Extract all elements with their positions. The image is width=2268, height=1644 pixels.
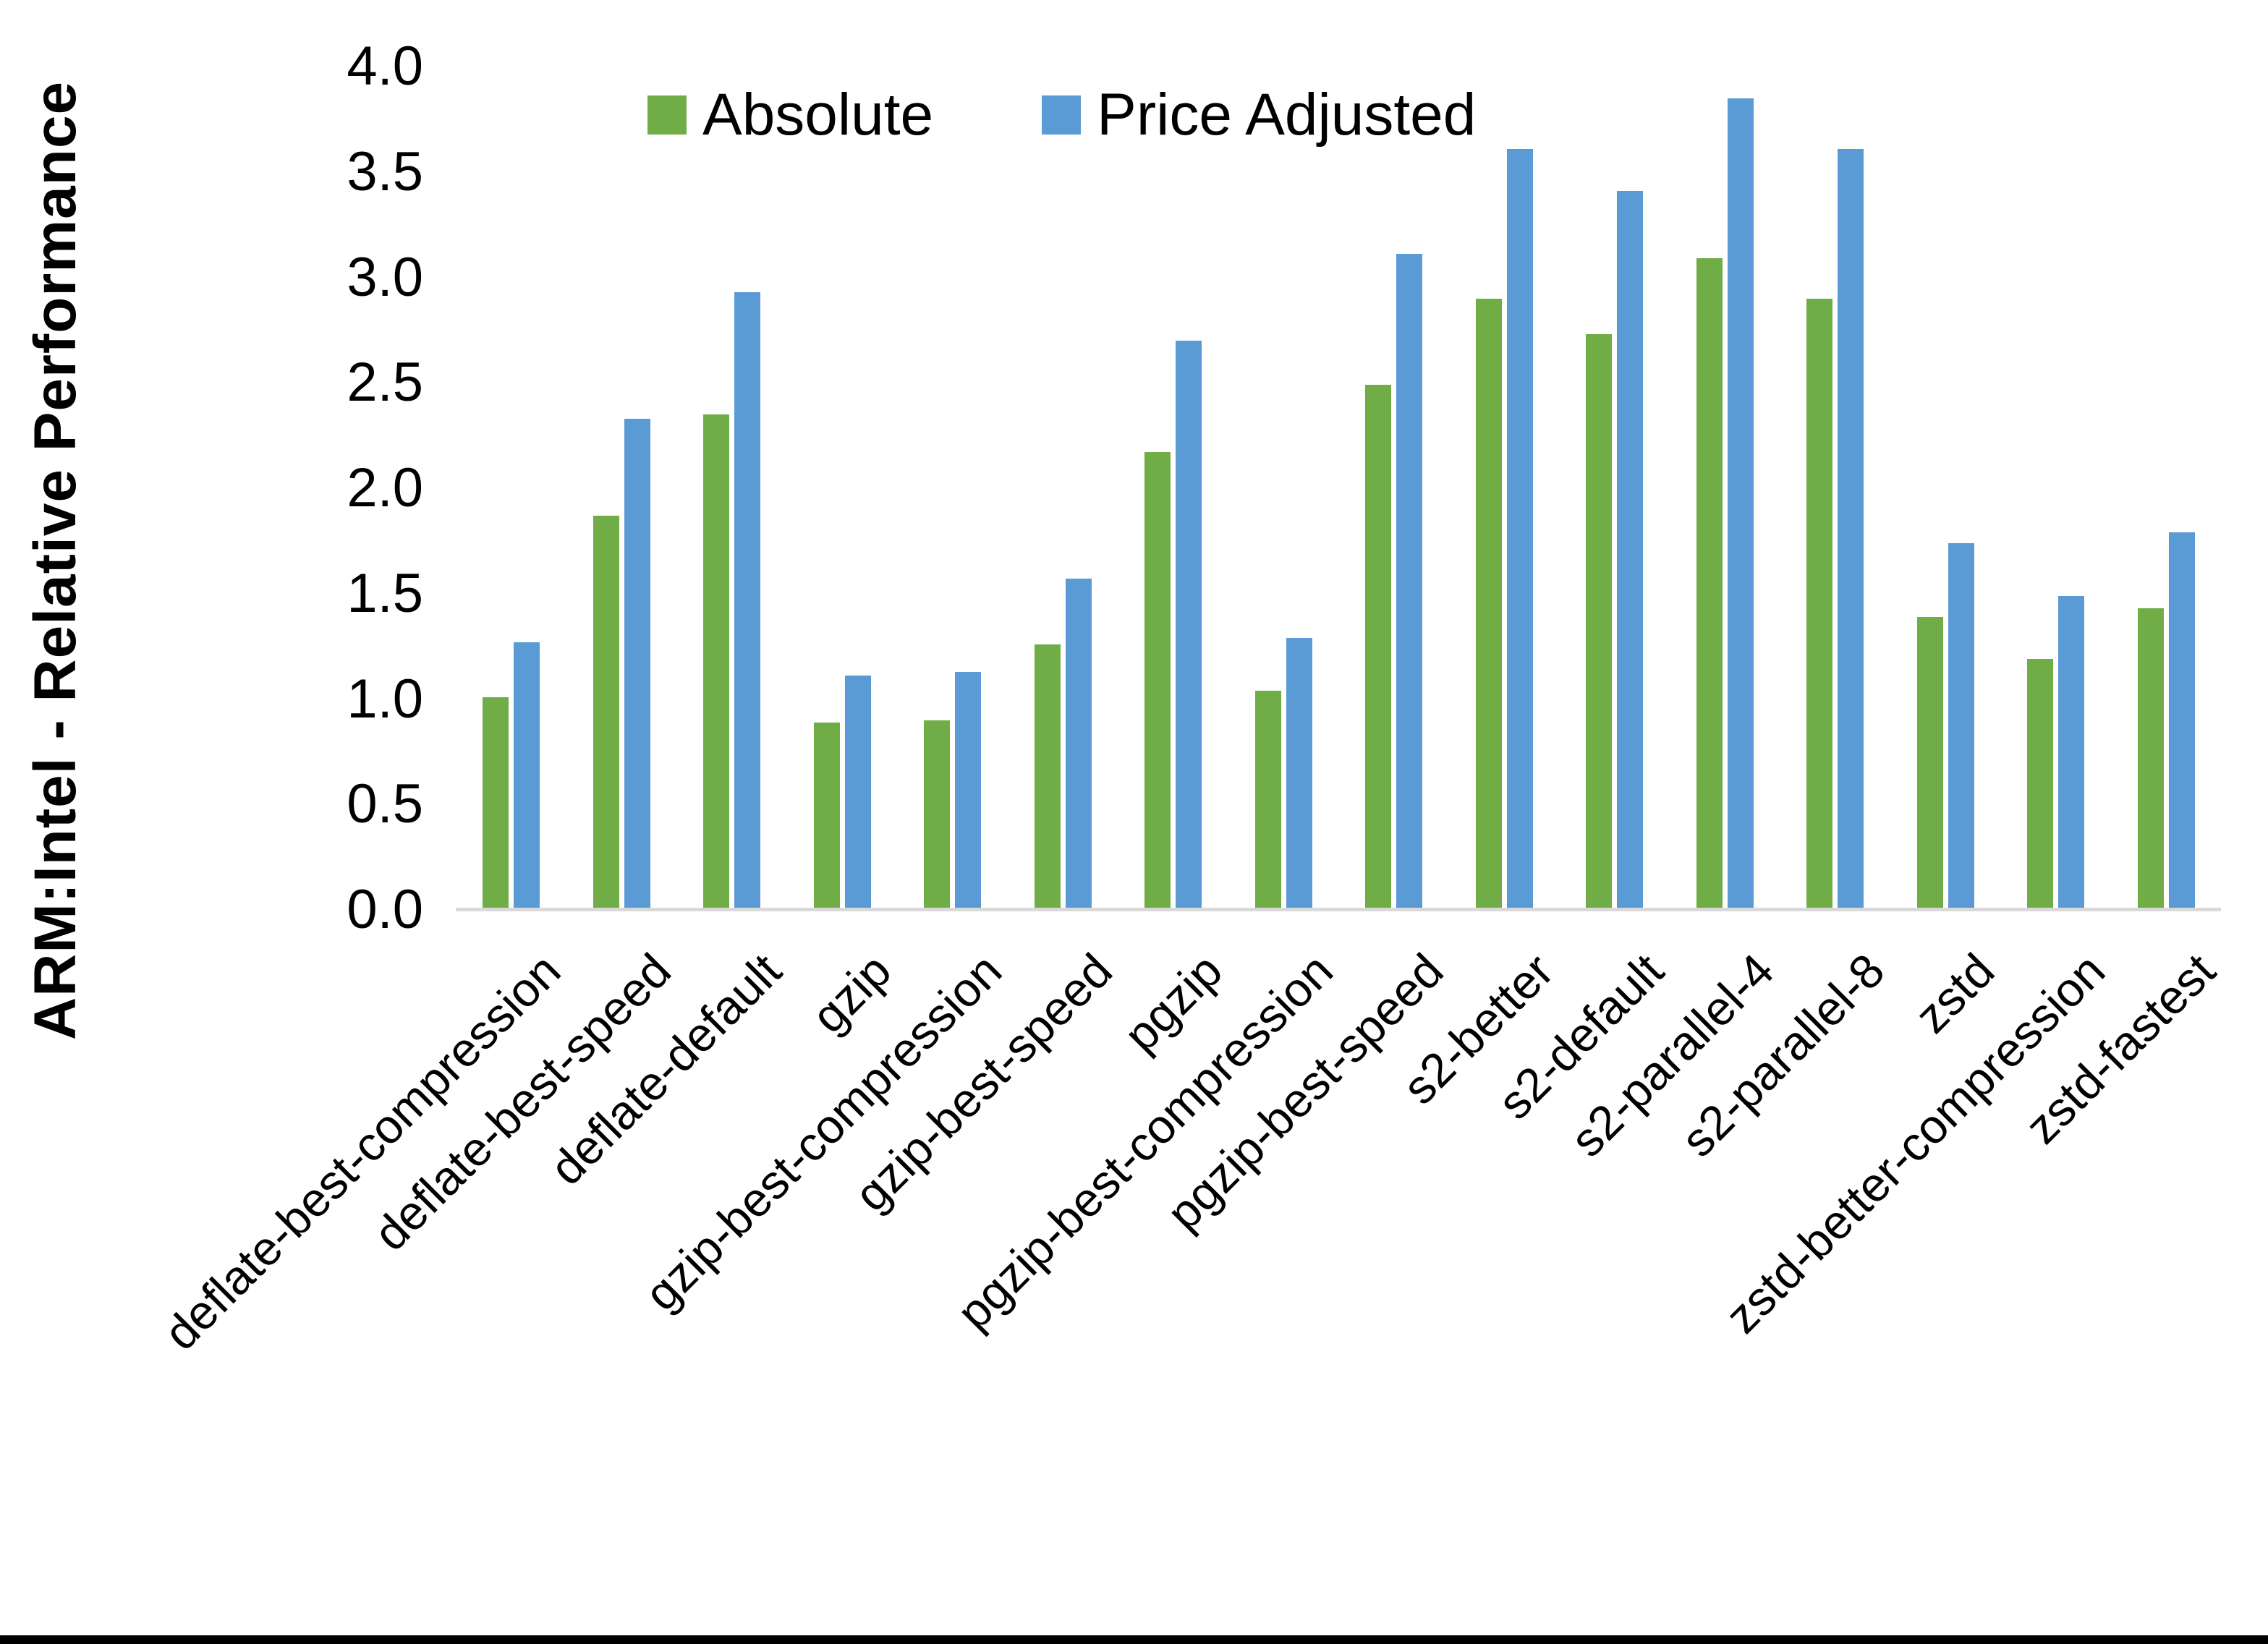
y-axis-tick-label: 4.0 bbox=[347, 35, 423, 97]
legend-swatch-price-adjusted-icon bbox=[1042, 95, 1082, 135]
bar-absolute bbox=[1254, 690, 1281, 910]
bar-price-adjusted bbox=[2168, 532, 2195, 910]
y-axis-title: ARM:Intel - Relative Performance bbox=[22, 80, 88, 1041]
bar-price-adjusted bbox=[734, 291, 760, 910]
bar-absolute bbox=[593, 515, 619, 910]
bar-price-adjusted bbox=[2058, 595, 2084, 910]
legend: Absolute Price Adjusted bbox=[647, 81, 1476, 149]
legend-item-absolute: Absolute bbox=[647, 81, 933, 149]
bar-absolute bbox=[483, 697, 509, 910]
bar-absolute bbox=[1475, 298, 1502, 910]
y-axis-tick-label: 1.0 bbox=[347, 668, 423, 730]
bar-price-adjusted bbox=[1396, 254, 1422, 910]
bar-absolute bbox=[1916, 616, 1943, 910]
x-axis-line bbox=[456, 908, 2221, 911]
y-axis-tick-label: 3.5 bbox=[347, 140, 423, 203]
y-axis-tick-label: 3.0 bbox=[347, 246, 423, 308]
y-axis-tick-label: 0.5 bbox=[347, 773, 423, 835]
bar-price-adjusted bbox=[1948, 542, 1974, 910]
bar-price-adjusted bbox=[514, 642, 540, 910]
legend-item-price-adjusted: Price Adjusted bbox=[1042, 81, 1476, 149]
bar-absolute bbox=[1144, 452, 1171, 910]
legend-swatch-absolute-icon bbox=[647, 95, 687, 135]
bar-price-adjusted bbox=[1065, 579, 1092, 910]
bar-price-adjusted bbox=[844, 676, 871, 910]
y-axis-tick-label: 2.0 bbox=[347, 457, 423, 519]
bar-price-adjusted bbox=[624, 418, 650, 910]
bar-absolute bbox=[1806, 298, 1832, 910]
y-axis-tick-label: 2.5 bbox=[347, 352, 423, 414]
legend-label-absolute: Absolute bbox=[702, 82, 934, 148]
bar-price-adjusted bbox=[1286, 637, 1312, 910]
legend-label-price-adjusted: Price Adjusted bbox=[1097, 82, 1477, 148]
bar-price-adjusted bbox=[1506, 148, 1533, 910]
bar-price-adjusted bbox=[1838, 148, 1864, 910]
bar-absolute bbox=[2027, 659, 2053, 910]
bar-absolute bbox=[1365, 385, 1391, 910]
bar-absolute bbox=[2137, 608, 2164, 910]
bar-price-adjusted bbox=[1727, 98, 1754, 910]
bar-price-adjusted bbox=[1176, 340, 1202, 910]
bar-absolute bbox=[1586, 334, 1612, 910]
bar-absolute bbox=[1696, 258, 1723, 910]
bar-price-adjusted bbox=[955, 671, 981, 910]
y-axis-tick-label: 1.5 bbox=[347, 562, 423, 624]
bar-price-adjusted bbox=[1617, 190, 1643, 910]
bottom-border bbox=[0, 1635, 2268, 1644]
bar-absolute bbox=[1034, 644, 1061, 910]
bar-absolute bbox=[813, 722, 840, 910]
y-axis-tick-label: 0.0 bbox=[347, 879, 423, 940]
bar-absolute bbox=[924, 720, 950, 910]
bar-absolute bbox=[703, 414, 729, 910]
